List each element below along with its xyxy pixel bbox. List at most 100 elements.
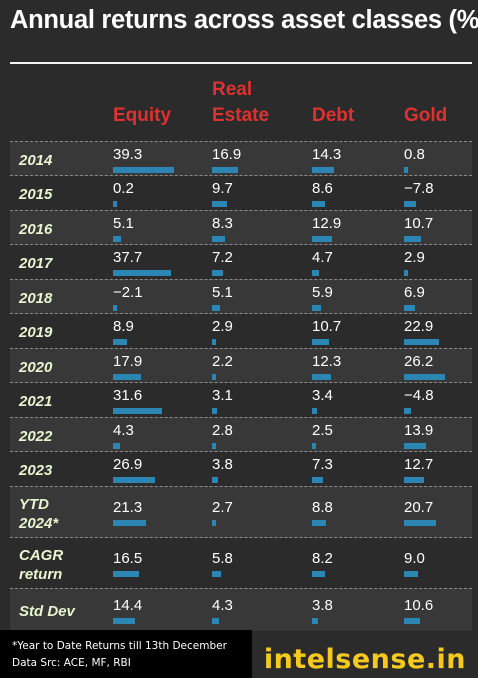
value-bar [113, 442, 120, 449]
table-row: 2019 8.9 2.9 10.7 22.9 [10, 313, 472, 349]
value-bar [212, 304, 220, 311]
value-bar [212, 166, 239, 173]
row-label: 2021 [19, 393, 53, 410]
chart-title: Annual returns across asset classes (%) [10, 6, 478, 34]
row-label: YTD [19, 495, 49, 513]
footnote-source: Data Src: ACE, MF, RBI [12, 657, 131, 669]
table-row: 2016 5.1 8.3 12.9 10.7 [10, 210, 472, 245]
cell-value: 10.7 [312, 318, 342, 335]
value-bar [312, 373, 332, 380]
cell-value: 22.9 [404, 318, 434, 335]
value-bar [212, 477, 218, 483]
value-bar [212, 201, 228, 207]
cell-value: 3.8 [212, 456, 233, 473]
value-bar [312, 571, 325, 577]
cell-value: 3.8 [312, 596, 333, 614]
value-bar [212, 442, 217, 449]
footnote-panel: *Year to Date Returns till 13th December… [0, 630, 252, 678]
value-bar [404, 442, 426, 449]
cell-value: 0.2 [113, 180, 134, 197]
row-label: return [19, 565, 63, 583]
value-bar [312, 408, 318, 414]
cell-value: 2.2 [212, 352, 233, 370]
cell-value: 14.3 [312, 145, 342, 163]
cell-value: 8.3 [212, 214, 233, 232]
cell-value: 12.9 [312, 214, 342, 232]
row-label: 2020 [19, 358, 53, 376]
value-bar [113, 270, 172, 276]
cell-value: −2.1 [113, 283, 143, 301]
column-header: Estate [212, 105, 270, 126]
cell-value: 0.8 [404, 145, 425, 163]
value-bar [113, 373, 141, 380]
value-bar [212, 339, 217, 345]
table-row: 2023 26.9 3.8 7.3 12.7 [10, 451, 472, 487]
table-row: Std Dev 14.4 4.3 3.8 10.6 [10, 588, 472, 631]
cell-value: 8.2 [312, 550, 333, 567]
footnote-ytd: *Year to Date Returns till 13th December [12, 640, 227, 652]
table-row: 2022 4.3 2.8 2.5 13.9 [10, 417, 472, 452]
row-label: CAGR [19, 546, 64, 564]
cell-value: 37.7 [113, 249, 143, 266]
column-header: Debt [312, 105, 355, 126]
cell-value: 5.1 [113, 214, 134, 232]
value-bar [113, 304, 117, 311]
row-label: 2018 [19, 289, 53, 307]
row-label: 2014 [19, 151, 53, 169]
value-bar [113, 408, 162, 414]
value-bar [404, 201, 417, 207]
cell-value: 2.8 [212, 421, 233, 439]
cell-value: 7.2 [212, 249, 233, 266]
cell-value: 4.3 [113, 421, 134, 439]
value-bar [113, 201, 117, 207]
value-bar [312, 235, 332, 242]
value-bar [212, 571, 221, 577]
value-bar [312, 270, 320, 276]
cell-value: 3.1 [212, 387, 233, 404]
value-bar [404, 235, 421, 242]
value-bar [212, 270, 224, 276]
cell-value: 10.6 [404, 596, 434, 614]
value-bar [212, 617, 219, 624]
value-bar [113, 339, 127, 345]
cell-value: 2.7 [212, 499, 233, 516]
row-label: 2022 [19, 427, 53, 445]
value-bar [312, 442, 316, 449]
cell-value: 9.0 [404, 550, 425, 567]
row-label: 2017 [19, 255, 53, 272]
cell-value: 8.6 [312, 180, 333, 197]
cell-value: 2.5 [312, 421, 333, 439]
table-row: 2017 37.7 7.2 4.7 2.9 [10, 244, 472, 280]
value-bar [312, 166, 335, 173]
brand-logo: intelsense.in [263, 644, 466, 675]
column-header: Real [212, 79, 253, 100]
cell-value: 26.2 [404, 352, 434, 370]
value-bar [113, 166, 174, 173]
cell-value: 8.9 [113, 318, 134, 335]
cell-value: 7.3 [312, 456, 333, 473]
value-bar [404, 270, 409, 276]
table-row: 2018 −2.1 5.1 5.9 6.9 [10, 279, 472, 314]
cell-value: 16.9 [212, 145, 242, 163]
cell-value: 14.4 [113, 596, 143, 614]
value-bar [113, 617, 136, 624]
value-bar [404, 339, 440, 345]
cell-value: 3.4 [312, 387, 333, 404]
cell-value: 12.7 [404, 456, 434, 473]
table-row: YTD 2024* 21.3 2.7 8.8 20.7 [10, 486, 472, 538]
cell-value: 16.5 [113, 550, 143, 567]
cell-value: 5.8 [212, 550, 233, 567]
table-row: 2015 0.2 9.7 8.6 −7.8 [10, 175, 472, 211]
cell-value: 8.8 [312, 499, 333, 516]
value-bar [212, 373, 216, 380]
value-bar [404, 373, 445, 380]
value-bar [312, 477, 324, 483]
value-bar [312, 201, 326, 207]
row-label: 2016 [19, 220, 53, 238]
cell-value: −7.8 [404, 180, 434, 197]
row-label: 2024* [19, 514, 59, 532]
row-label: 2019 [19, 324, 53, 341]
row-label: Std Dev [19, 602, 75, 620]
value-bar [212, 235, 225, 242]
table-row: CAGR return 16.5 5.8 8.2 9.0 [10, 537, 472, 589]
